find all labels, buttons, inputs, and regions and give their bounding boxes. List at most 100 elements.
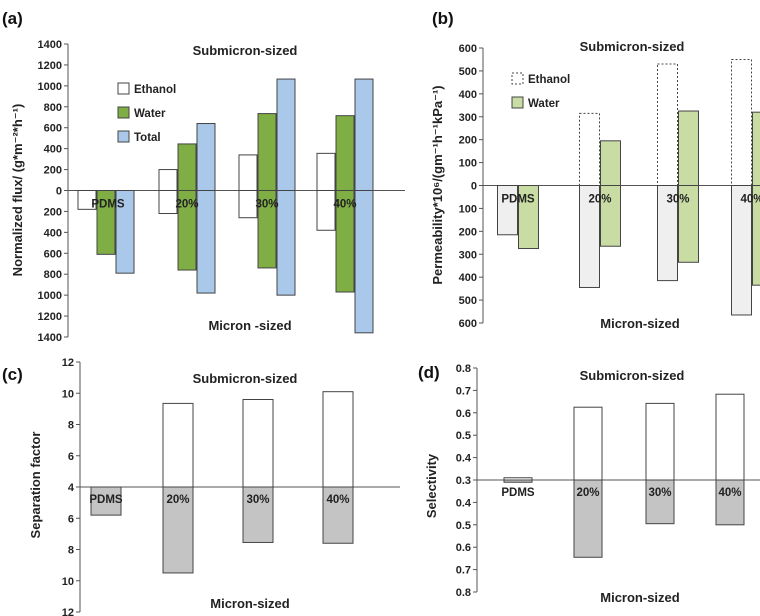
bar-down-value: [242, 486, 274, 543]
y-tick-label: 300: [459, 249, 477, 261]
y-tick-label: 6: [68, 513, 74, 525]
y-tick-label: 0.8: [456, 363, 471, 375]
y-tick-label: 0: [471, 181, 477, 193]
category-label: 40%: [718, 487, 741, 499]
micron-label: Micron -sized: [208, 318, 291, 333]
y-tick-label: 600: [459, 43, 477, 55]
y-tick-label: 100: [459, 203, 477, 215]
category-label: PDMS: [501, 487, 535, 499]
bar-down-water: [96, 190, 116, 255]
y-tick-label: 10: [62, 388, 74, 400]
category-label: 20%: [576, 487, 599, 499]
legend-label: Water: [134, 108, 166, 120]
panel-a: (a) Normalized flux/ (g*m⁻²*h⁻¹) 1400 1200 1…: [2, 9, 405, 344]
y-tick-label: 0.4: [456, 497, 472, 509]
category-label: 30%: [648, 487, 671, 499]
y-tick-label: 10: [62, 576, 74, 588]
y-tick-label: 0.8: [456, 587, 471, 599]
y-tick-label: 800: [44, 102, 62, 114]
y-tick-label: 0: [56, 186, 62, 198]
y-tick-label: 0.7: [456, 385, 471, 397]
category-label: 40%: [740, 194, 760, 206]
bar-down-total: [354, 190, 374, 334]
submicron-label: Submicron-sized: [193, 43, 298, 58]
bar-down-water: [335, 190, 355, 293]
panel-letter: (c): [2, 365, 23, 384]
bar-up-value: [242, 399, 274, 488]
bar-up-total: [354, 78, 374, 191]
panel-letter: (d): [418, 363, 440, 382]
category-label: 20%: [166, 494, 189, 506]
y-tick-label: 100: [459, 158, 477, 170]
bar-down-ethanol: [238, 190, 258, 219]
bar-up-total: [276, 78, 296, 191]
bar-down-total: [276, 190, 296, 296]
y-tick-label: 8: [68, 420, 74, 432]
y-tick-label: 1200: [38, 311, 62, 323]
y-tick-label: 0.5: [456, 520, 471, 532]
bar-down-value: [573, 479, 603, 558]
y-tick-label: 4: [68, 482, 75, 494]
bar-up-value: [645, 402, 675, 481]
legend-label: Water: [528, 98, 560, 110]
bar-up-ethanol: [579, 112, 600, 186]
category-label: PDMS: [501, 194, 535, 206]
micron-label: Micron-sized: [600, 590, 680, 605]
category-label: 40%: [333, 199, 356, 211]
micron-label: Micron-sized: [210, 596, 290, 611]
y-tick-label: 12: [62, 607, 74, 616]
y-tick-label: 600: [44, 123, 62, 135]
panel-d: (d) Selectivity 0.8 0.7 0.6 0.5 0.4 0.3 0.4 0.5 0.…: [418, 363, 760, 605]
y-axis-label: Permeability*10⁶/(gm⁻¹h⁻¹kPa⁻¹): [430, 85, 445, 284]
bar-down-ethanol: [77, 190, 97, 210]
category-label: 30%: [666, 194, 689, 206]
submicron-label: Submicron-sized: [193, 371, 298, 386]
y-tick-label: 1400: [38, 332, 62, 344]
bar-down-water: [678, 185, 699, 263]
y-axis-label: Normalized flux/ (g*m⁻²*h⁻¹): [10, 104, 25, 277]
bar-down-value: [645, 479, 675, 525]
y-tick-label: 500: [459, 295, 477, 307]
y-tick-label: 0.7: [456, 565, 471, 577]
legend-label: Total: [134, 132, 161, 144]
y-axis-label: Separation factor: [28, 432, 43, 539]
bar-down-ethanol: [158, 190, 178, 215]
bar-up-value: [162, 402, 194, 488]
panel-letter: (b): [432, 9, 454, 28]
y-tick-label: 400: [459, 89, 477, 101]
bar-down-value: [90, 486, 122, 516]
bar-up-water: [177, 143, 197, 191]
y-tick-label: 200: [459, 135, 477, 147]
legend-swatch: [511, 96, 524, 109]
category-label: 40%: [326, 494, 349, 506]
y-tick-label: 400: [44, 227, 62, 239]
y-tick-label: 8: [68, 545, 74, 557]
bar-down-water: [752, 185, 760, 286]
bar-up-ethanol: [316, 152, 336, 192]
bar-down-value: [503, 479, 533, 483]
y-tick-label: 1000: [38, 81, 62, 93]
bar-up-total: [196, 123, 216, 191]
bar-down-value: [322, 486, 354, 544]
bar-down-ethanol: [731, 185, 752, 316]
bar-up-ethanol: [238, 154, 258, 192]
legend-label: Ethanol: [528, 74, 570, 86]
y-tick-label: 0.6: [456, 408, 471, 420]
bar-down-value: [162, 486, 194, 574]
y-tick-label: 200: [459, 226, 477, 238]
y-tick-label: 800: [44, 269, 62, 281]
y-tick-label: 200: [44, 165, 62, 177]
bar-down-ethanol: [316, 190, 336, 231]
bar-up-water: [600, 140, 621, 186]
y-tick-label: 1200: [38, 60, 62, 72]
y-tick-label: 6: [68, 451, 74, 463]
category-label: 30%: [255, 199, 278, 211]
y-tick-label: 600: [44, 248, 62, 260]
category-label: PDMS: [89, 494, 123, 506]
bar-up-water: [678, 110, 699, 186]
bar-up-water: [335, 115, 355, 191]
y-tick-label: 0.6: [456, 542, 471, 554]
legend-swatch: [117, 106, 130, 119]
bar-up-water: [752, 111, 760, 186]
